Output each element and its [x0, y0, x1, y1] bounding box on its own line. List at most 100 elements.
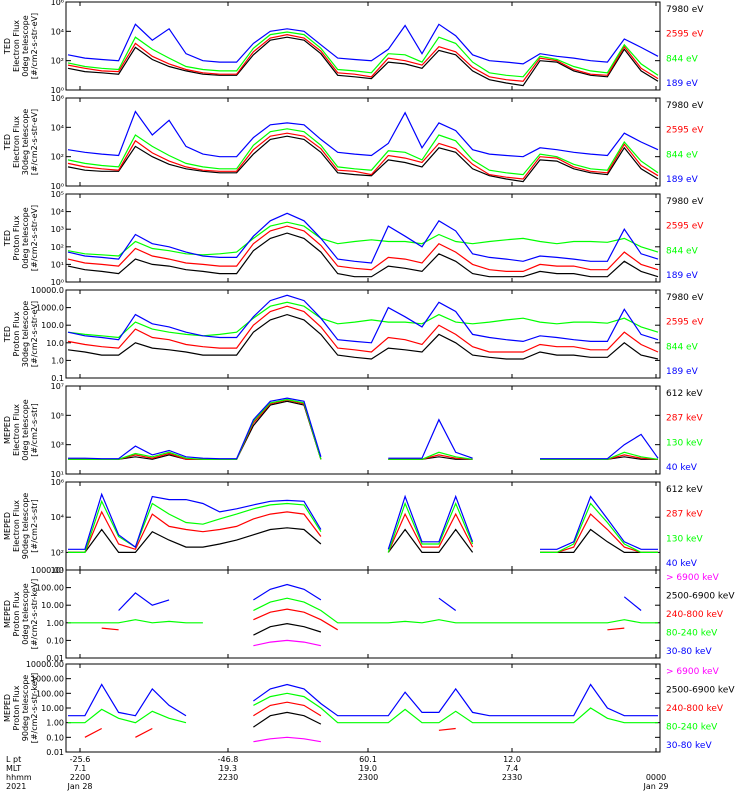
panel-4-ylabel-2: 30deg telescope — [21, 301, 30, 368]
panel-1-legend-1: 7980 eV — [666, 5, 704, 15]
panel-2-ylabel-2: 30deg telescope — [21, 109, 30, 176]
panel-2-legend-4: 189 eV — [666, 175, 699, 185]
panel-2-legend-1: 7980 eV — [666, 101, 704, 111]
time-tick-lpt-2: 60.1 — [359, 755, 377, 764]
panel-6-ytick-label-3: 10⁶ — [51, 478, 64, 487]
panel-2-series-1 — [67, 135, 659, 183]
panel-2-ylabel-0: TED — [3, 134, 12, 151]
time-axis-row-label-2: hhmm — [6, 773, 32, 782]
panel-5-series-4 — [68, 397, 659, 460]
panel-2-frame — [65, 97, 661, 187]
panel-3-legend-3: 844 eV — [666, 246, 699, 256]
panel-8-series-5 — [68, 683, 658, 717]
panel-6-legend-2: 287 keV — [666, 510, 703, 520]
panel-8-ytick-label-6: 10000.00 — [26, 660, 64, 669]
time-tick-hhmm-4: 0000 — [646, 773, 666, 782]
panel-2-series-2 — [67, 132, 659, 180]
panel-6-legend-4: 40 keV — [666, 559, 698, 569]
panel-2-legend-3: 844 eV — [666, 150, 699, 160]
panel-3-series-1 — [67, 232, 659, 278]
panel-5-frame — [65, 385, 661, 475]
panel-5-ytick-label-2: 10⁵ — [51, 411, 64, 420]
panel-3-legend-4: 189 eV — [666, 271, 699, 281]
time-tick-hhmm-1: 2230 — [218, 773, 238, 782]
panel-7-series-4 — [68, 597, 658, 624]
panel-1-legend-3: 844 eV — [666, 54, 699, 64]
panel-5-series-1 — [68, 400, 658, 460]
time-tick-mlt-2: 19.0 — [359, 764, 377, 773]
panel-4-ytick-label-5: 10000.0 — [31, 286, 64, 295]
panel-7-ytick-label-5: 1000.00 — [31, 566, 64, 575]
panel-4-ytick-label-0: 0.1 — [51, 374, 64, 383]
panel-8-legend-3: 240-800 keV — [666, 704, 724, 714]
panel-5-ylabel-1: Electron Flux — [12, 404, 21, 456]
panel-7-ytick-label-4: 100.00 — [36, 584, 64, 593]
panel-5-legend-2: 287 keV — [666, 414, 703, 424]
panel-3-ytick-label-1: 10¹ — [51, 260, 64, 269]
panel-3-ytick-label-5: 10⁵ — [51, 190, 64, 199]
panel-6-ytick-label-1: 10² — [51, 548, 64, 557]
panel-6-legend-3: 130 keV — [666, 534, 703, 544]
panel-7-ytick-label-3: 10.00 — [41, 601, 64, 610]
time-tick-hhmm-3: 2330 — [502, 773, 522, 782]
panel-1-series-1 — [67, 36, 659, 87]
panel-6-ylabel-3: [#/cm2-s-str] — [30, 499, 39, 552]
panel-1-ytick-label-2: 10⁴ — [51, 27, 64, 36]
panel-4-legend-2: 2595 eV — [666, 318, 704, 328]
panel-7-legend-3: 240-800 keV — [666, 610, 724, 620]
panel-5-ytick-label-3: 10⁷ — [51, 382, 64, 391]
panel-7-series-5 — [118, 583, 642, 611]
panel-8-legend-4: 80-240 keV — [666, 723, 718, 733]
panel-5-series-2 — [68, 399, 659, 460]
panel-7-legend-2: 2500-6900 keV — [666, 592, 735, 602]
panel-5-series-3 — [68, 398, 659, 460]
panel-3-ylabel-2: 0deg telescope — [21, 207, 30, 268]
panel-1-frame — [65, 1, 661, 91]
time-tick-hhmm-0: 2200 — [70, 773, 90, 782]
panel-8-series-2 — [253, 711, 322, 728]
panel-3-frame — [65, 193, 661, 283]
panel-4-ytick-label-4: 1000.0 — [36, 304, 64, 313]
panel-7-legend-5: 30-80 keV — [666, 647, 712, 657]
panel-4-ytick-label-1: 1.0 — [51, 356, 64, 365]
panel-5-ylabel-0: MEPED — [3, 416, 12, 444]
panel-6-frame — [65, 481, 661, 571]
panel-1-series-4 — [67, 23, 659, 65]
panel-8-series-1 — [253, 736, 322, 743]
panel-8-ylabel-1: Proton Flux — [12, 685, 21, 730]
panel-8-series-4 — [68, 692, 658, 724]
panel-6-ylabel-1: Electron Flux — [12, 500, 21, 552]
panel-3-ylabel-3: [#/cm2-s-str-eV] — [30, 205, 39, 271]
panel-4-ytick-label-2: 10.0 — [46, 339, 64, 348]
panel-1-series-2 — [67, 33, 659, 82]
panel-2-ylabel-3: [#/cm2-s-str-eV] — [30, 109, 39, 175]
panel-4-series-1 — [67, 313, 659, 360]
panel-8-frame — [65, 663, 661, 753]
panel-4-ylabel-1: Proton Flux — [12, 311, 21, 356]
panel-7-series-1 — [253, 639, 322, 647]
time-tick-date-4: Jan 29 — [642, 782, 668, 791]
time-tick-lpt-0: -25.6 — [70, 755, 91, 764]
panel-3-ytick-label-0: 10⁰ — [51, 278, 64, 287]
panel-5-ylabel-3: [#/cm2-s-str] — [30, 403, 39, 456]
panel-8-series-3 — [85, 702, 591, 737]
panel-8-ylabel-2: 90deg telescope — [21, 675, 30, 742]
panel-1-ylabel-1: Electron Flux — [12, 20, 21, 72]
panel-6-ytick-label-2: 10⁴ — [51, 513, 64, 522]
panel-7-frame — [65, 569, 661, 659]
time-axis-row-label-1: MLT — [6, 764, 21, 773]
panel-3-series-3 — [67, 221, 659, 257]
panel-8-legend-5: 30-80 keV — [666, 741, 712, 751]
panel-2-ytick-label-1: 10² — [51, 153, 64, 162]
panel-3-ytick-label-3: 10³ — [51, 225, 64, 234]
panel-4-series-4 — [67, 294, 659, 344]
panel-4-legend-3: 844 eV — [666, 342, 699, 352]
panel-4-ytick-label-3: 100.0 — [41, 321, 64, 330]
time-tick-lpt-1: -46.8 — [218, 755, 239, 764]
panel-1-ylabel-0: TED — [3, 38, 12, 55]
panel-8-ytick-label-4: 100.00 — [36, 689, 64, 698]
panel-4-series-2 — [67, 305, 659, 353]
panel-5-ytick-label-1: 10³ — [51, 441, 64, 450]
